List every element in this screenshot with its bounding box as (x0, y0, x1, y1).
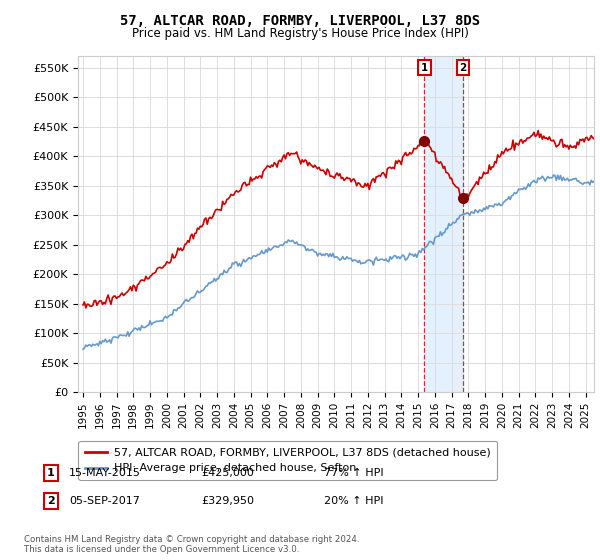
Text: 15-MAY-2015: 15-MAY-2015 (69, 468, 141, 478)
Text: £425,000: £425,000 (201, 468, 254, 478)
Text: 1: 1 (47, 468, 55, 478)
Text: 2: 2 (459, 63, 466, 73)
Text: £329,950: £329,950 (201, 496, 254, 506)
Text: 2: 2 (47, 496, 55, 506)
Text: 77% ↑ HPI: 77% ↑ HPI (324, 468, 383, 478)
Text: Contains HM Land Registry data © Crown copyright and database right 2024.
This d: Contains HM Land Registry data © Crown c… (24, 535, 359, 554)
Text: 1: 1 (421, 63, 428, 73)
Text: 57, ALTCAR ROAD, FORMBY, LIVERPOOL, L37 8DS: 57, ALTCAR ROAD, FORMBY, LIVERPOOL, L37 … (120, 14, 480, 28)
Text: 05-SEP-2017: 05-SEP-2017 (69, 496, 140, 506)
Legend: 57, ALTCAR ROAD, FORMBY, LIVERPOOL, L37 8DS (detached house), HPI: Average price: 57, ALTCAR ROAD, FORMBY, LIVERPOOL, L37 … (79, 441, 497, 480)
Text: 20% ↑ HPI: 20% ↑ HPI (324, 496, 383, 506)
Text: Price paid vs. HM Land Registry's House Price Index (HPI): Price paid vs. HM Land Registry's House … (131, 27, 469, 40)
Bar (424, 56, 463, 392)
